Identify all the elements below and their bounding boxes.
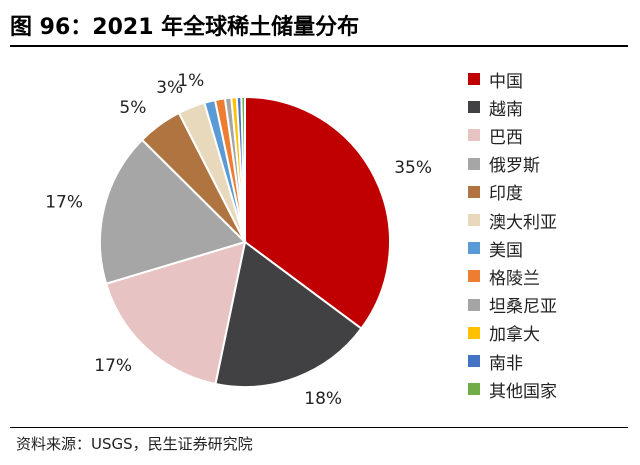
pie-slice-1 [214,240,363,389]
pie-data-label-1: 18% [304,389,342,409]
legend-label: 格陵兰 [489,268,540,289]
legend-swatch [468,298,480,311]
source-divider [10,427,628,428]
legend-item-2: 巴西 [468,122,523,148]
title-divider [10,45,628,47]
pie-data-label-5: 3% [156,78,183,98]
legend-swatch [468,157,480,170]
pie-data-label-2: 17% [94,356,132,376]
legend-swatch [468,214,480,226]
pie-slices [99,95,391,389]
legend-label: 南非 [489,353,523,374]
legend-item-0: 中国 [468,66,523,92]
legend-item-1: 越南 [468,94,523,120]
legend-swatch [468,129,480,142]
legend-label: 澳大利亚 [489,212,557,233]
legend-swatch [468,101,480,114]
legend-swatch [468,383,480,396]
pie-data-label-6: 1% [177,71,204,91]
pie-slice-2 [104,240,247,386]
legend-swatch [468,355,480,367]
legend-label: 坦桑尼亚 [489,297,557,318]
legend-label: 其他国家 [489,381,557,402]
legend-item-10: 南非 [468,348,523,374]
legend-swatch [468,326,480,339]
legend-item-5: 澳大利亚 [468,207,557,233]
legend-item-8: 坦桑尼亚 [468,292,557,318]
pie-data-labels: 35% 18% 17% 17% 5% 3%1% [45,71,432,409]
pie-data-label-0: 35% [394,158,432,178]
pie-slice-3 [99,138,247,285]
legend-label: 巴西 [489,127,523,148]
legend-item-6: 美国 [468,235,523,261]
legend-item-4: 印度 [468,179,523,205]
legend-swatch [468,185,480,198]
legend-label: 越南 [489,99,523,120]
chart-title: 图 96：2021 年全球稀土储量分布 [10,15,360,40]
legend-swatch [468,73,480,85]
legend-item-11: 其他国家 [468,376,557,402]
pie-slice-0 [244,95,391,330]
legend-item-7: 格陵兰 [468,263,540,289]
pie-data-label-3: 17% [45,193,83,213]
source-note: 资料来源：USGS，民生证券研究院 [16,435,253,453]
legend-swatch [468,242,480,255]
legend-item-3: 俄罗斯 [468,151,540,177]
legend-label: 俄罗斯 [489,156,540,177]
legend-item-9: 加拿大 [468,320,540,346]
pie-slice-11 [240,95,246,243]
legend-label: 加拿大 [489,325,540,346]
legend-label: 美国 [489,240,523,261]
legend-label: 印度 [489,184,523,205]
pie-data-label-4: 5% [119,98,146,118]
legend-label: 中国 [489,71,523,92]
legend-swatch [468,270,480,283]
